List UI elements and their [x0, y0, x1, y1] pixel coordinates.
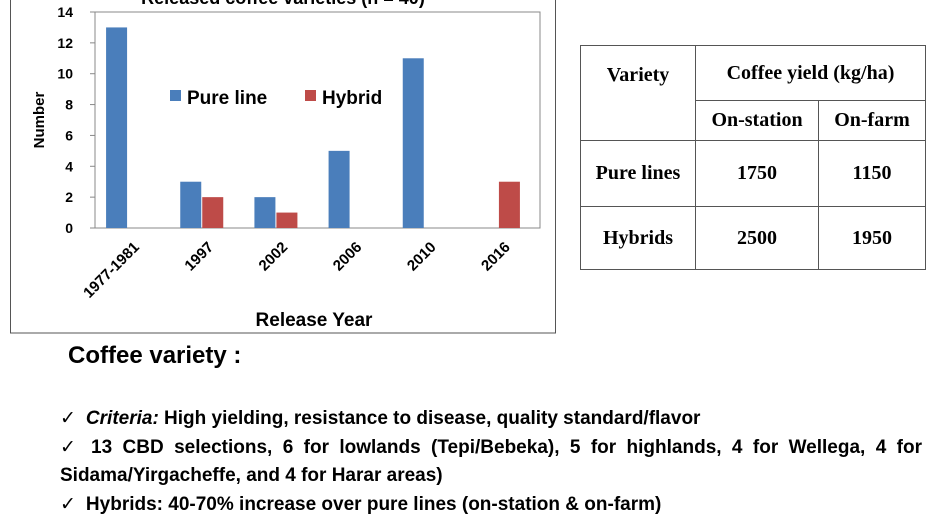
cell: 2500	[696, 207, 819, 270]
section-heading: Coffee variety :	[68, 342, 241, 370]
y-tick-label: 14	[57, 4, 73, 20]
chart-title: Released coffee varieties (n = 40)	[141, 0, 425, 8]
header-cell: On-farm	[819, 101, 926, 141]
y-tick-label: 6	[65, 127, 73, 143]
y-tick-label: 2	[65, 189, 73, 205]
cell: 1750	[696, 141, 819, 207]
y-tick-label: 8	[65, 97, 73, 113]
bullet-text: High yielding, resistance to disease, qu…	[159, 408, 701, 429]
bullet-list: ✓Criteria: High yielding, resistance to …	[60, 405, 922, 519]
bullet-key: Criteria:	[86, 408, 159, 429]
chart: Released coffee varieties (n = 40) Relea…	[0, 0, 560, 340]
legend-label: Pure line	[187, 88, 267, 109]
bar	[276, 213, 297, 228]
bullet-text: 13 CBD selections, 6 for lowlands (Tepi/…	[60, 437, 922, 487]
yield-table: Variety Coffee yield (kg/ha) On-station …	[580, 45, 926, 270]
cell: 1950	[819, 207, 926, 270]
row-label: Hybrids	[581, 207, 696, 270]
bar	[329, 151, 350, 228]
legend-swatch	[305, 90, 316, 101]
bullet: ✓Criteria: High yielding, resistance to …	[60, 405, 922, 434]
bar	[180, 182, 201, 228]
cell: 1150	[819, 141, 926, 207]
bar	[106, 27, 127, 228]
bullet: ✓13 CBD selections, 6 for lowlands (Tepi…	[60, 434, 922, 491]
legend-label: Hybrid	[322, 88, 382, 109]
y-tick-label: 12	[57, 35, 73, 51]
bullet-text: Hybrids: 40-70% increase over pure lines…	[86, 494, 661, 515]
legend-swatch	[170, 90, 181, 101]
bar	[499, 182, 520, 228]
bar	[254, 197, 275, 228]
header-cell: Coffee yield (kg/ha)	[696, 46, 926, 101]
y-tick-label: 0	[65, 220, 73, 236]
y-tick-label: 10	[57, 66, 73, 82]
x-axis-label: Release Year	[256, 310, 374, 331]
header-cell: Variety	[581, 46, 696, 141]
row-label: Pure lines	[581, 141, 696, 207]
plot-area	[95, 12, 540, 228]
bar	[403, 58, 424, 228]
bullet: ✓Hybrids: 40-70% increase over pure line…	[60, 491, 922, 519]
bar	[202, 197, 223, 228]
slide: {"chart_data": {"type": "bar", "title": …	[0, 0, 950, 498]
header-cell: On-station	[696, 101, 819, 141]
y-tick-label: 4	[65, 158, 73, 174]
y-axis-label: Number	[31, 92, 48, 149]
